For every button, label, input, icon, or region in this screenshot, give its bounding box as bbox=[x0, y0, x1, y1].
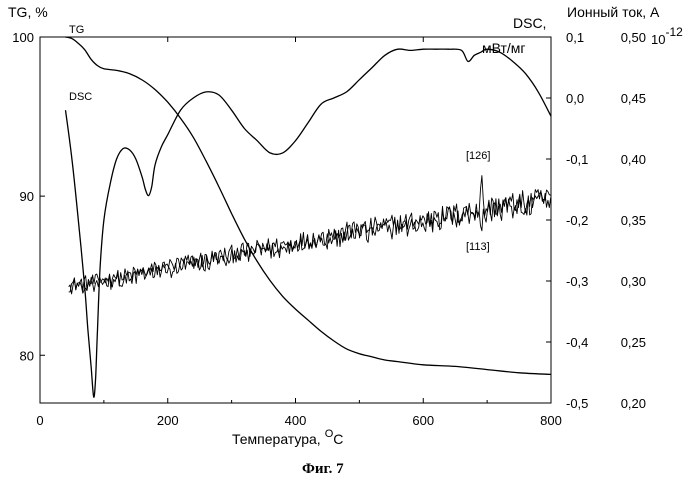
tg-axis-ticks: 80 90 100 bbox=[12, 30, 45, 363]
ion-axis-title: Ионный ток, А bbox=[567, 4, 660, 20]
dsc-tick-label: 0,1 bbox=[566, 30, 584, 45]
dsc-series-label: DSC bbox=[69, 91, 92, 103]
x-tick-label: 400 bbox=[285, 413, 307, 428]
ion-axis-exponent: 10-12 bbox=[651, 25, 683, 47]
tg-tick-label: 90 bbox=[20, 189, 34, 204]
tg-tick-label: 100 bbox=[12, 30, 34, 45]
x-tick-label: 0 bbox=[36, 413, 43, 428]
dsc-tick-label: -0,3 bbox=[566, 274, 588, 289]
ion-tick-label: 0,30 bbox=[621, 274, 646, 289]
tg-axis-title: TG, % bbox=[8, 4, 48, 20]
ion-tick-label: 0,40 bbox=[621, 152, 646, 167]
dsc-axis-ticks: -0,5 -0,4 -0,3 -0,2 -0,1 0,0 0,1 bbox=[546, 30, 588, 411]
peak-label-126: [126] bbox=[466, 150, 490, 162]
dsc-axis-title-line2: мВт/мг bbox=[482, 40, 526, 56]
dsc-tick-label: -0,1 bbox=[566, 152, 588, 167]
x-tick-label: 200 bbox=[157, 413, 179, 428]
dsc-axis-title-line1: DSC, bbox=[513, 15, 546, 31]
x-axis-unit-degree: O bbox=[325, 428, 334, 440]
series-line-tg bbox=[65, 36, 552, 376]
x-tick-label: 800 bbox=[540, 413, 562, 428]
figure-caption: Фиг. 7 bbox=[302, 461, 344, 477]
ion-tick-label: 0,45 bbox=[621, 91, 646, 106]
series-line-dsc bbox=[64, 48, 552, 398]
series-line-ion-126 bbox=[68, 175, 551, 293]
ion-tick-label: 0,25 bbox=[621, 335, 646, 350]
x-tick-label: 600 bbox=[412, 413, 434, 428]
peak-label-113: [113] bbox=[466, 241, 490, 253]
x-axis-unit-letter: C bbox=[333, 431, 343, 447]
dsc-tick-label: -0,2 bbox=[566, 213, 588, 228]
ion-axis-ticks: 0,20 0,25 0,30 0,35 0,40 0,45 0,50 bbox=[621, 30, 646, 411]
dsc-tick-label: 0,0 bbox=[566, 91, 584, 106]
x-axis-title: Температура, OC bbox=[232, 428, 343, 447]
ion-tick-label: 0,50 bbox=[621, 30, 646, 45]
tg-series-label: TG bbox=[69, 24, 84, 36]
x-axis-ticks: 0 200 400 600 800 bbox=[36, 37, 562, 428]
plot-frame bbox=[39, 36, 552, 404]
ion-exponent-base: 10 bbox=[651, 32, 665, 47]
dsc-tick-label: -0,5 bbox=[566, 396, 588, 411]
series-line-ion-113 bbox=[68, 191, 552, 295]
tg-tick-label: 80 bbox=[20, 348, 34, 363]
dsc-tick-label: -0,4 bbox=[566, 335, 588, 350]
series-layer bbox=[64, 36, 552, 398]
ion-tick-label: 0,20 bbox=[621, 396, 646, 411]
ion-tick-label: 0,35 bbox=[621, 213, 646, 228]
x-axis-title-text: Температура, bbox=[232, 431, 321, 447]
ion-exponent-power: -12 bbox=[665, 25, 683, 39]
